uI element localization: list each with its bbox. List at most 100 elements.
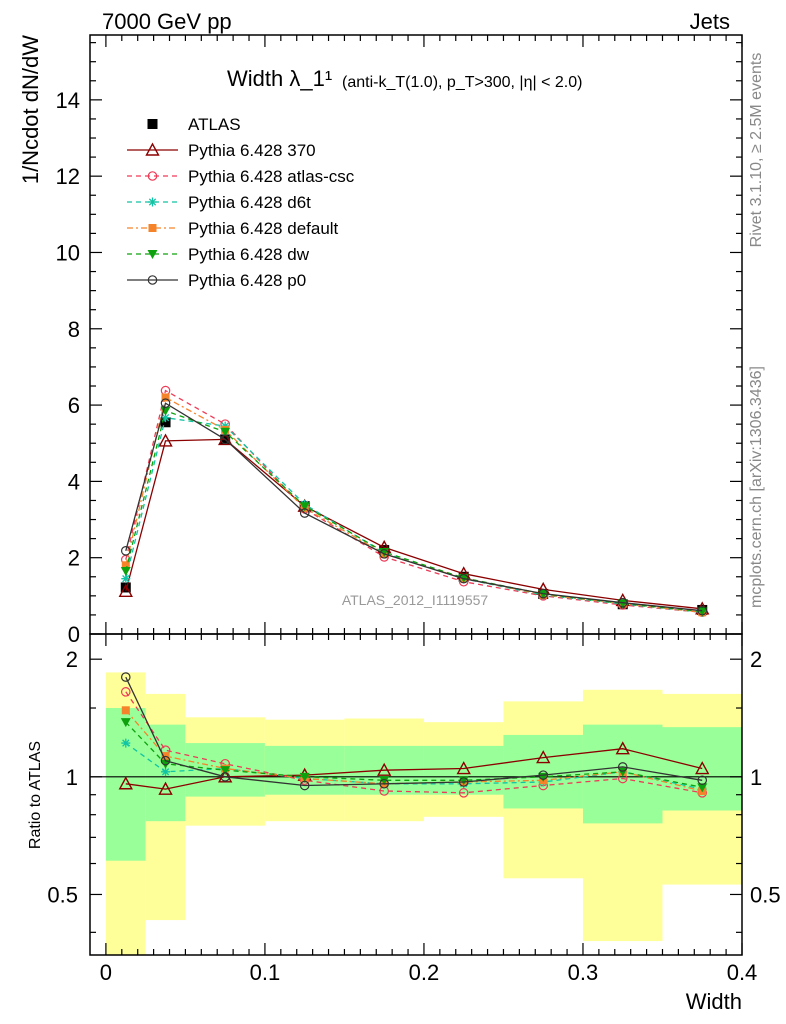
ratio-point-atlas_csc-0 [120,687,131,697]
ratio-y-tick-label-right: 1 [750,765,762,790]
legend-entry-d6t: Pythia 6.428 d6t [127,193,311,212]
ratio-point-p370-8 [695,761,710,775]
main-line-p370 [125,438,703,610]
ratio-y-axis-label: Ratio to ATLAS [27,741,44,849]
legend-label-d6t: Pythia 6.428 d6t [188,193,311,212]
x-tick-label: 0.1 [250,960,281,985]
main-y-tick-label: 14 [56,88,80,113]
rivet-version-text: Rivet 3.1.10, ≥ 2.5M events [748,53,765,248]
ratio-point-p0-5 [458,777,469,787]
ratio-point-dw-3 [299,772,310,782]
main-point-dw-7 [617,599,628,609]
main-y-tick-label: 8 [68,317,80,342]
mcplots-reference-text: mcplots.cern.ch [arXiv:1306.3436] [748,366,765,608]
analysis-watermark: ATLAS_2012_I1119557 [342,592,489,608]
main-point-dw-0 [120,567,131,577]
ratio-series-p370 [118,741,710,795]
ratio-y-tick-label: 2 [66,647,78,672]
main-point-dw-6 [538,589,549,599]
main-y-tick-label: 2 [68,546,80,571]
ratio-point-p370-1 [158,781,173,795]
x-tick-label: 0.2 [409,960,440,985]
main-line-d6t [125,416,703,613]
main-series-dw [120,406,708,617]
main-line-atlas_csc [125,389,703,613]
main-point-p0-3 [299,508,310,518]
ratio-point-p370-6 [536,750,551,764]
x-tick-label: 0.4 [727,960,758,985]
uncertainty-bands [90,672,742,955]
legend-entry-default: Pythia 6.428 default [127,219,339,238]
main-point-p370-2 [217,431,233,446]
main-series-p0 [120,398,708,616]
ratio-point-p0-4 [379,778,389,789]
legend-label-p0: Pythia 6.428 p0 [188,271,306,290]
legend-marker-default [148,224,157,232]
legend-entry-p370: Pythia 6.428 370 [127,141,316,160]
ratio-y-tick-label: 1 [66,765,78,790]
main-point-dw-8 [697,607,708,617]
legend-entry-dw: Pythia 6.428 dw [127,245,310,264]
ratio-point-p0-6 [538,770,549,780]
main-series-atlas [120,417,708,615]
main-point-p370-0 [118,583,133,597]
main-point-dw-2 [220,427,231,437]
main-line-dw [125,409,703,613]
legend-marker-p370 [145,142,160,156]
ratio-point-dw-4 [379,776,390,786]
main-series-atlas_csc [120,385,708,618]
ratio-point-p0-7 [617,762,628,772]
legend-label-default: Pythia 6.428 default [188,219,339,238]
main-y-tick-label: 0 [68,622,80,647]
main-y-tick-label: 4 [68,469,80,494]
legend-entry-atlas: ATLAS [147,115,241,134]
main-y-tick-label: 6 [68,393,80,418]
header-energy-label: 7000 GeV pp [102,9,232,34]
ratio-point-p0-1 [160,755,171,766]
main-y-tick-label: 12 [56,164,80,189]
main-point-d6t-0 [121,574,131,584]
ratio-point-dw-2 [220,766,231,776]
legend-label-atlas: ATLAS [188,115,241,134]
ratio-line-dw [125,721,703,788]
main-point-default-1 [161,393,170,402]
main-y-axis-label: 1/Ncdot dN/dW [18,35,43,184]
ratio-point-p370-0 [118,776,133,790]
main-point-p0-0 [120,546,131,556]
main-point-atlas-1 [160,417,171,428]
ratio-point-p370-5 [456,761,471,775]
main-title-text: Width λ_1¹ [227,66,332,91]
x-axis-label: Width [686,989,742,1014]
ratio-point-d6t-0 [121,738,131,748]
ratio-point-p370-4 [377,762,392,776]
legend-label-p370: Pythia 6.428 370 [188,141,316,160]
ratio-point-d6t-1 [161,767,171,777]
main-point-dw-1 [160,406,171,416]
x-tick-label: 0.3 [568,960,599,985]
main-series-p370 [118,431,710,615]
main-point-p0-4 [379,549,389,559]
ratio-point-dw-0 [120,718,131,728]
main-series-d6t [121,413,707,617]
ratio-point-p0-8 [697,775,708,786]
main-point-p0-5 [458,573,469,584]
ratio-point-atlas_csc-5 [458,788,469,798]
legend-marker-dw [147,250,158,259]
ratio-panel: 0.5 0.5 1 1 2 2 0 0.1 0.2 0.3 0.4 Ratio to ATLAS W… [27,633,781,1014]
main-line-default [125,396,703,613]
main-line-p0 [125,402,703,612]
legend-marker-p0 [147,275,158,285]
ratio-line-p370 [125,748,703,790]
main-point-p0-7 [617,597,628,608]
header-process-label: Jets [690,9,730,34]
main-title: Width λ_1¹ (anti-k_T(1.0), p_T>300, |η| … [227,66,582,91]
main-y-tick-label: 10 [56,240,80,265]
main-point-p0-1 [160,398,171,408]
ratio-line-p0 [125,676,703,787]
main-point-p370-1 [158,433,173,447]
legend: ATLAS Pythia 6.428 370 Pythia 6.428 atlas-… [127,115,355,290]
ratio-y-tick-label-right: 2 [750,647,762,672]
legend-marker-d6t [148,197,157,207]
main-point-atlas-0 [120,582,131,593]
